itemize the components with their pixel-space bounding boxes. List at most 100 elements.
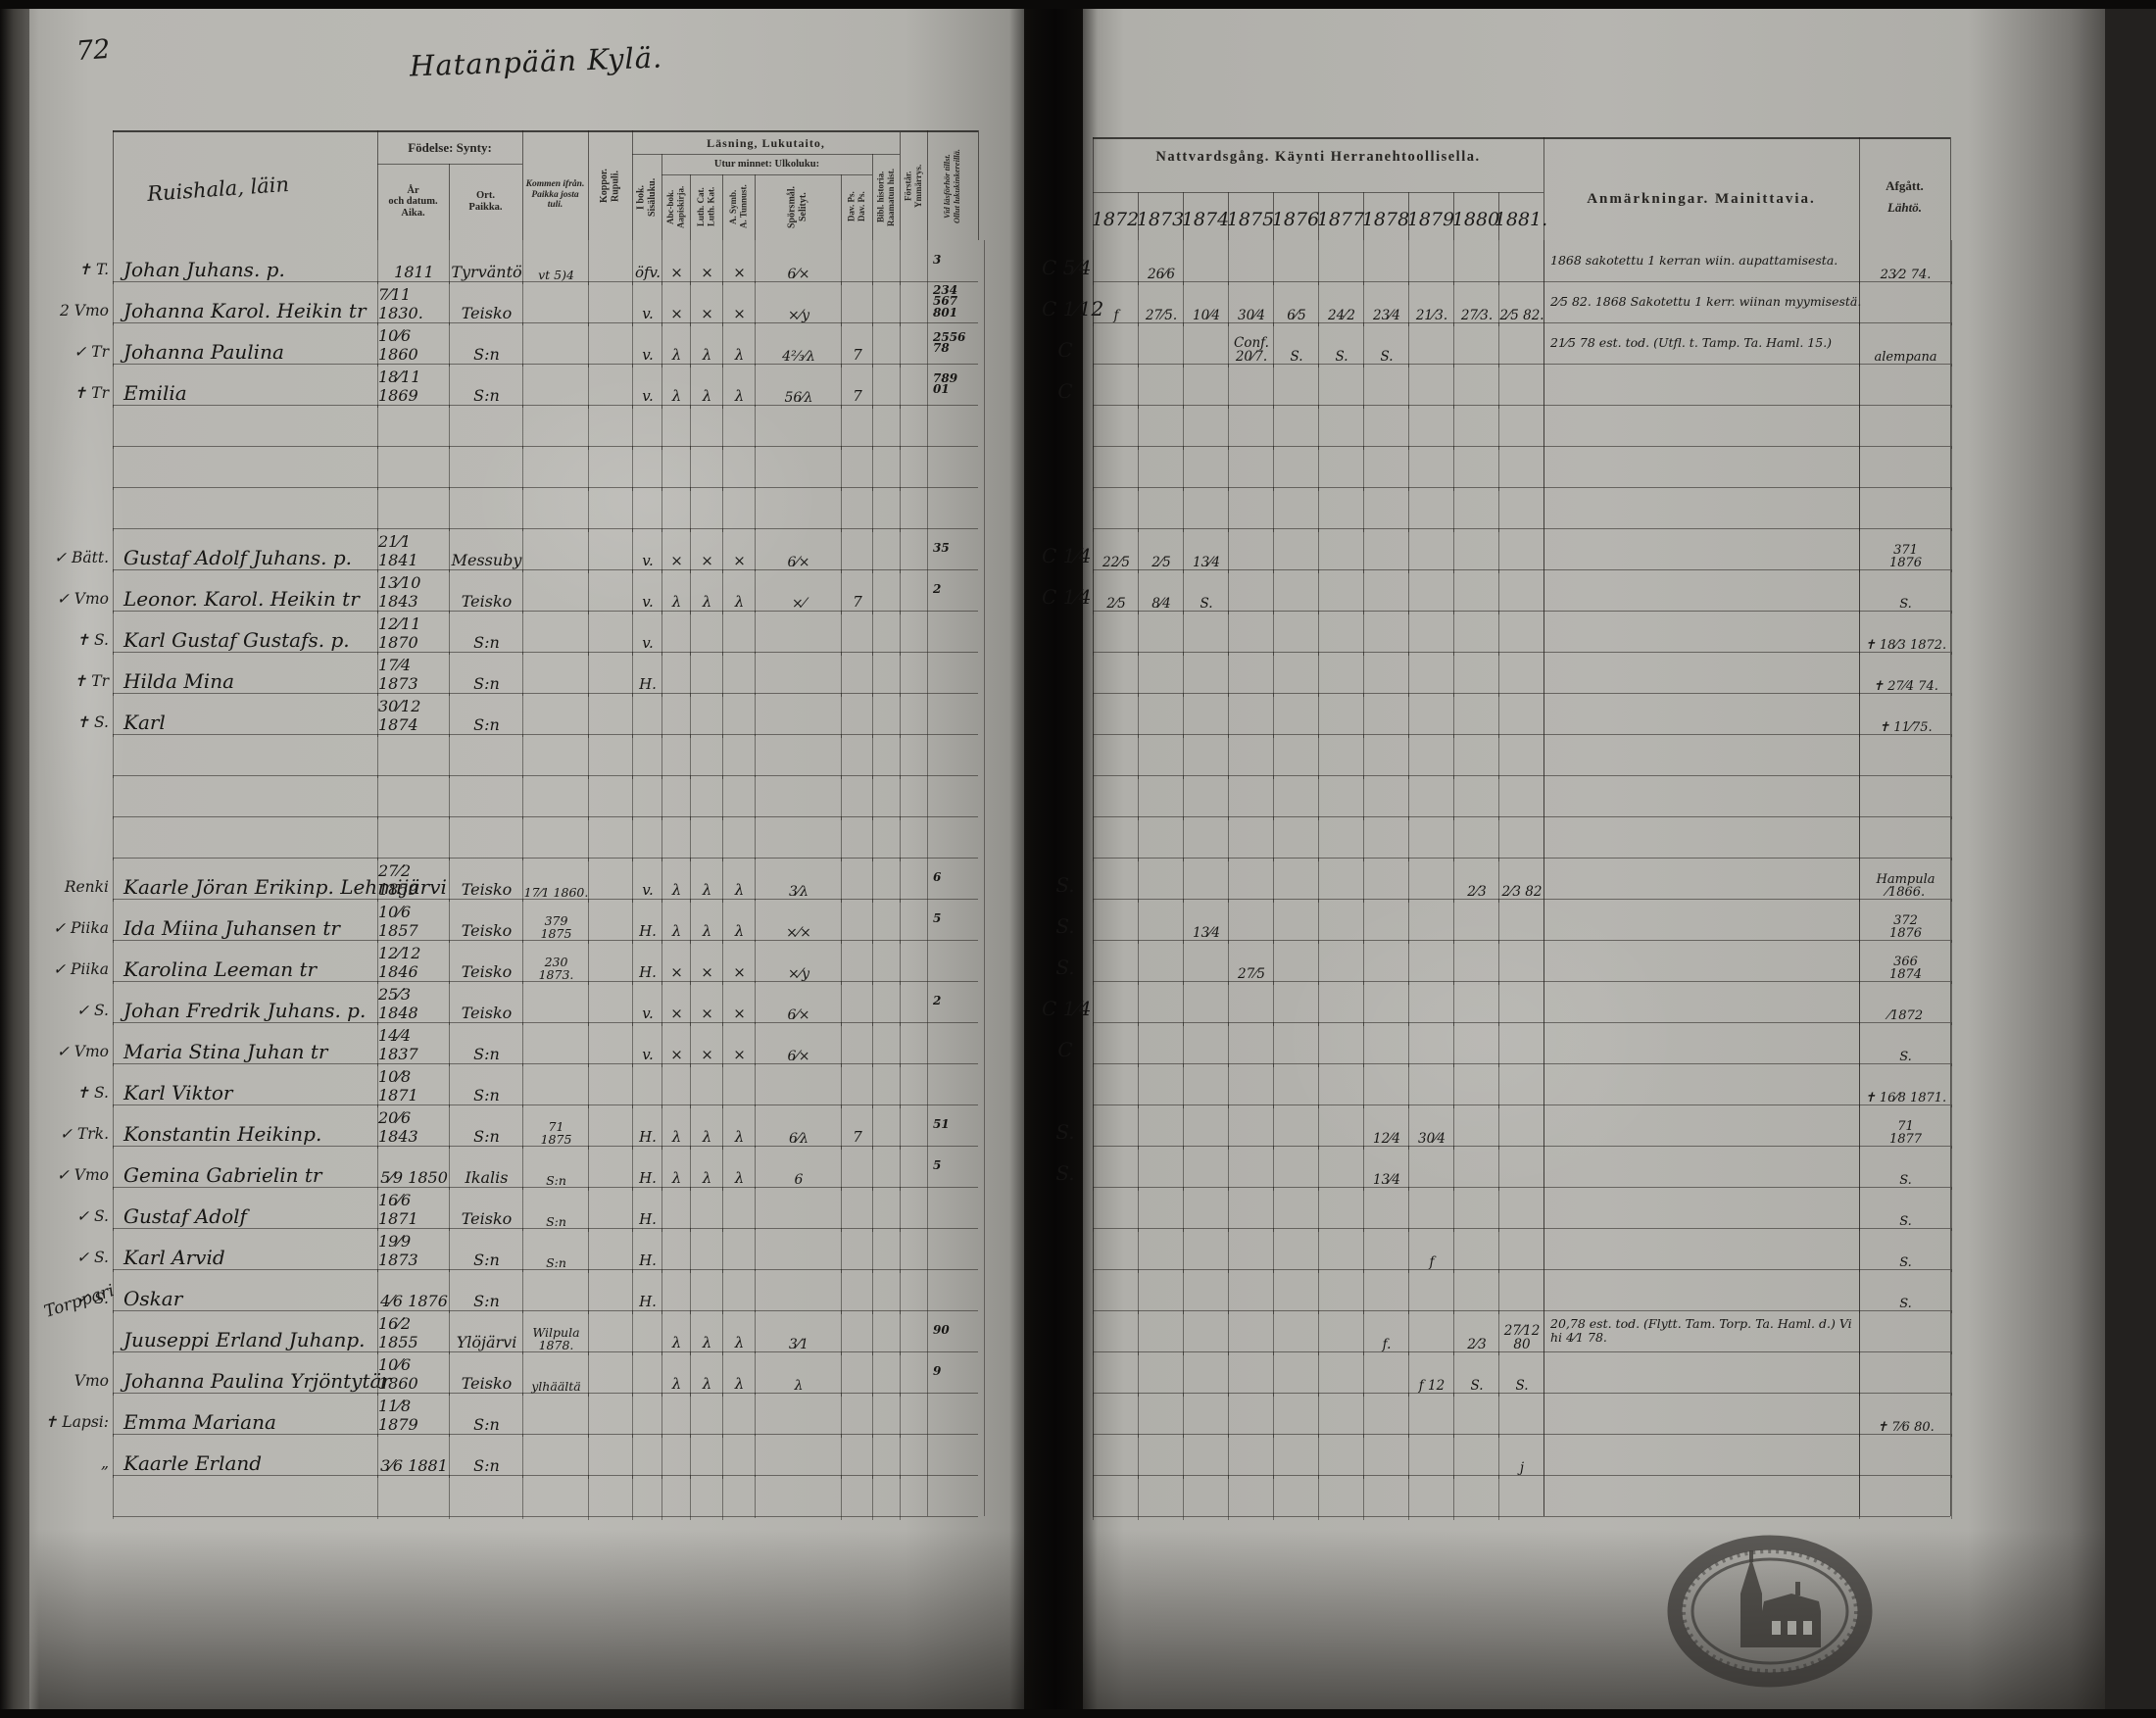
header-ibok: I bok. Sisäluku. — [635, 177, 659, 217]
cell-davps: 7 — [841, 322, 873, 368]
cell-communion-1877 — [1318, 1434, 1364, 1479]
cell-afgatt — [1859, 1475, 1952, 1519]
cell-forstar — [900, 528, 928, 573]
cell-abc — [662, 1187, 691, 1232]
cell-communion-1881. — [1498, 1146, 1544, 1191]
cell-anmarkning — [1544, 569, 1872, 611]
cell-spors: 6⁄λ — [755, 1104, 842, 1148]
cell-afgatt: ✝ 16⁄8 1871. — [1859, 1063, 1952, 1107]
cell-communion-1872 — [1093, 1310, 1139, 1355]
cell-ibok: H. — [632, 940, 662, 985]
cell-asymb: × — [722, 281, 756, 326]
cell-luth: λ — [690, 569, 723, 614]
cell-communion-1872: f — [1093, 281, 1139, 326]
cell-davps — [841, 446, 873, 491]
cell-ort: S:n — [449, 322, 523, 367]
cell-afgatt — [1859, 364, 1952, 408]
cell-ibok: öfv. — [632, 240, 662, 285]
cell-communion-1872 — [1093, 611, 1139, 656]
cell-forstar — [900, 322, 928, 368]
cell-communion-1881.: j — [1498, 1434, 1544, 1479]
cell-abc: × — [662, 1022, 691, 1067]
cell-bibl — [872, 1104, 901, 1150]
cell-name — [113, 734, 388, 778]
communion-margin-mark: C 1⁄12 — [1042, 297, 1104, 320]
cell-abc — [662, 1393, 691, 1438]
cell-communion-1875 — [1228, 693, 1274, 738]
cell-communion-1873 — [1138, 1310, 1184, 1355]
cell-koppor — [588, 322, 633, 368]
table-rule — [662, 174, 872, 175]
parish-seal-stamp — [1667, 1535, 1873, 1688]
cell-bibl — [872, 899, 901, 944]
cell-davps: 7 — [841, 569, 873, 614]
cell-forstar — [900, 446, 928, 491]
row-margin-mark: ✓ S. — [76, 1249, 109, 1266]
record-row-left: Emilia 18⁄11 1869 S:n v. λ λ λ 56⁄λ 7 789 01 ✝ Tr — [74, 364, 985, 409]
cell-spors: 4⅔⁄λ — [755, 322, 842, 366]
cell-afgatt: S. — [1859, 1187, 1952, 1231]
cell-communion-1881. — [1498, 446, 1544, 491]
cell-communion-1878 — [1363, 487, 1409, 532]
cell-communion-1876 — [1273, 1022, 1319, 1067]
cell-name: Karl Gustaf Gustafs. p. — [113, 611, 388, 655]
cell-communion-1876 — [1273, 734, 1319, 779]
cell-communion-1872 — [1093, 1228, 1139, 1273]
cell-date: 12⁄11 1870 — [377, 611, 450, 655]
cell-communion-1878 — [1363, 1187, 1409, 1232]
record-row-right: S. — [1093, 1269, 1952, 1314]
cell-spors — [755, 1269, 842, 1312]
cell-bibl — [872, 693, 901, 738]
cell-communion-1874 — [1183, 1310, 1229, 1355]
cell-forstar — [900, 1310, 928, 1355]
header-divider — [927, 130, 928, 240]
cell-communion-1875 — [1228, 487, 1274, 532]
cell-communion-1877 — [1318, 1310, 1364, 1355]
cell-ibok — [632, 734, 662, 779]
cell-communion-1877 — [1318, 1351, 1364, 1397]
cell-forstar — [900, 858, 928, 903]
cell-asymb: λ — [722, 364, 756, 409]
cell-anmarkning — [1544, 364, 1872, 405]
cell-communion-1873 — [1138, 693, 1184, 738]
cell-afgatt: 366 1874 — [1859, 940, 1952, 984]
cell-ibok: H. — [632, 1187, 662, 1232]
cell-bibl — [872, 652, 901, 697]
cell-forstar — [900, 1228, 928, 1273]
cell-abc — [662, 611, 691, 656]
cell-communion-1875: Conf. 20⁄7. — [1228, 322, 1274, 368]
cell-koppor — [588, 858, 633, 903]
cell-date: 7⁄11 1830. — [377, 281, 450, 325]
cell-bibl — [872, 734, 901, 779]
cell-ort: S:n — [449, 1063, 523, 1107]
cell-from — [522, 446, 589, 490]
cell-afgatt: Hampula ⁄1866. — [1859, 858, 1952, 902]
cell-communion-1878 — [1363, 1269, 1409, 1314]
record-row-right: 2⁄3 2⁄3 82 Hampula ⁄1866. S. — [1055, 858, 1952, 903]
cell-abc — [662, 693, 691, 738]
record-row-right — [1093, 816, 1952, 861]
cell-vidlas — [927, 816, 985, 858]
cell-anmarkning — [1544, 611, 1872, 652]
cell-ibok — [632, 1434, 662, 1479]
cell-forstar — [900, 487, 928, 532]
record-row-left: Johanna Paulina Yrjöntytär 10⁄6 1860 Teisk… — [74, 1351, 985, 1397]
cell-vidlas: 2 — [927, 981, 985, 1022]
cell-communion-1875: 30⁄4 — [1228, 281, 1274, 326]
cell-communion-1878 — [1363, 775, 1409, 820]
cell-communion-1881. — [1498, 1475, 1544, 1520]
cell-communion-1874 — [1183, 1475, 1229, 1520]
cell-communion-1879 — [1408, 734, 1454, 779]
cell-ort: S:n — [449, 364, 523, 408]
cell-communion-1872 — [1093, 487, 1139, 532]
cell-spors — [755, 611, 842, 654]
cell-name — [113, 775, 388, 819]
cell-ort — [449, 487, 523, 531]
cell-ort — [449, 775, 523, 819]
cell-communion-1881. — [1498, 940, 1544, 985]
cell-communion-1878: 23⁄4 — [1363, 281, 1409, 326]
cell-davps — [841, 1434, 873, 1479]
cell-communion-1873 — [1138, 1187, 1184, 1232]
cell-communion-1875 — [1228, 734, 1274, 779]
left-page — [29, 8, 1024, 1710]
